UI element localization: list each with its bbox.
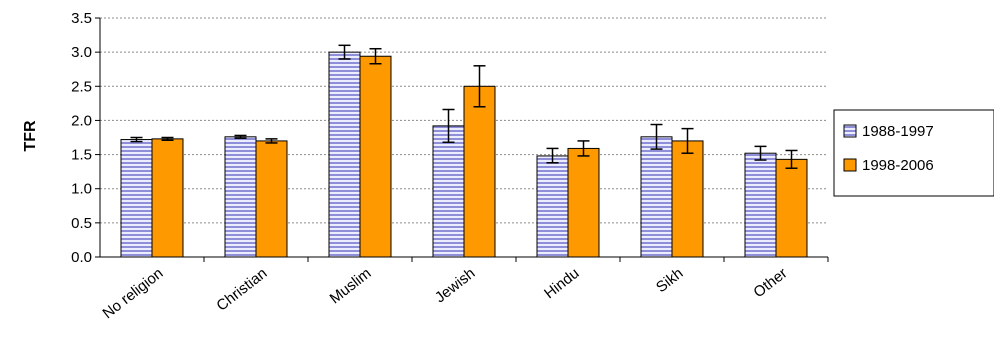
x-tick-label: Other (750, 265, 790, 301)
bars (120, 51, 808, 258)
axes (95, 17, 829, 262)
y-tick-label: 1.5 (71, 147, 92, 164)
y-tick-label: 2.5 (71, 78, 92, 95)
legend-label: 1988-1997 (862, 123, 934, 140)
bar-1988-1997-Other (744, 152, 777, 258)
y-tick-label: 0.5 (71, 215, 92, 232)
bar-1998-2006-Jewish (463, 85, 496, 258)
bar-1998-2006-Muslim (359, 55, 392, 258)
legend-swatch-1998-2006 (843, 158, 857, 172)
bar-1988-1997-Christian (224, 136, 257, 258)
bar-1988-1997-Jewish (432, 125, 465, 258)
legend-box (833, 109, 994, 197)
y-axis-label: TFR (22, 120, 39, 152)
legend-swatch-1988-1997 (843, 124, 857, 138)
bar-1998-2006-Sikh (671, 140, 704, 258)
x-tick-label: Hindu (541, 265, 582, 303)
bar-1998-2006-No religion (151, 138, 184, 258)
error-bars (130, 44, 798, 169)
legend-label: 1998-2006 (862, 157, 934, 174)
bar-1988-1997-No religion (120, 139, 153, 258)
legend: 1988-1997 1998-2006 (833, 109, 994, 197)
y-tick-label: 3.0 (71, 44, 92, 61)
x-tick-label: Jewish (432, 265, 479, 307)
bar-1988-1997-Hindu (536, 155, 569, 258)
bar-1998-2006-Hindu (567, 147, 600, 258)
x-tick-label: Muslim (327, 265, 375, 308)
x-tick-label: No religion (99, 265, 166, 323)
bar-1988-1997-Muslim (328, 51, 361, 258)
y-tick-label: 1.0 (71, 181, 92, 198)
y-tick-label: 0.0 (71, 249, 92, 266)
y-tick-label: 3.5 (71, 10, 92, 27)
x-tick-label: Sikh (653, 265, 686, 296)
bar-1998-2006-Other (775, 158, 808, 258)
bar-1998-2006-Christian (255, 140, 288, 258)
bar-1988-1997-Sikh (640, 136, 673, 258)
y-tick-label: 2.0 (71, 112, 92, 129)
x-tick-label: Christian (213, 265, 270, 315)
